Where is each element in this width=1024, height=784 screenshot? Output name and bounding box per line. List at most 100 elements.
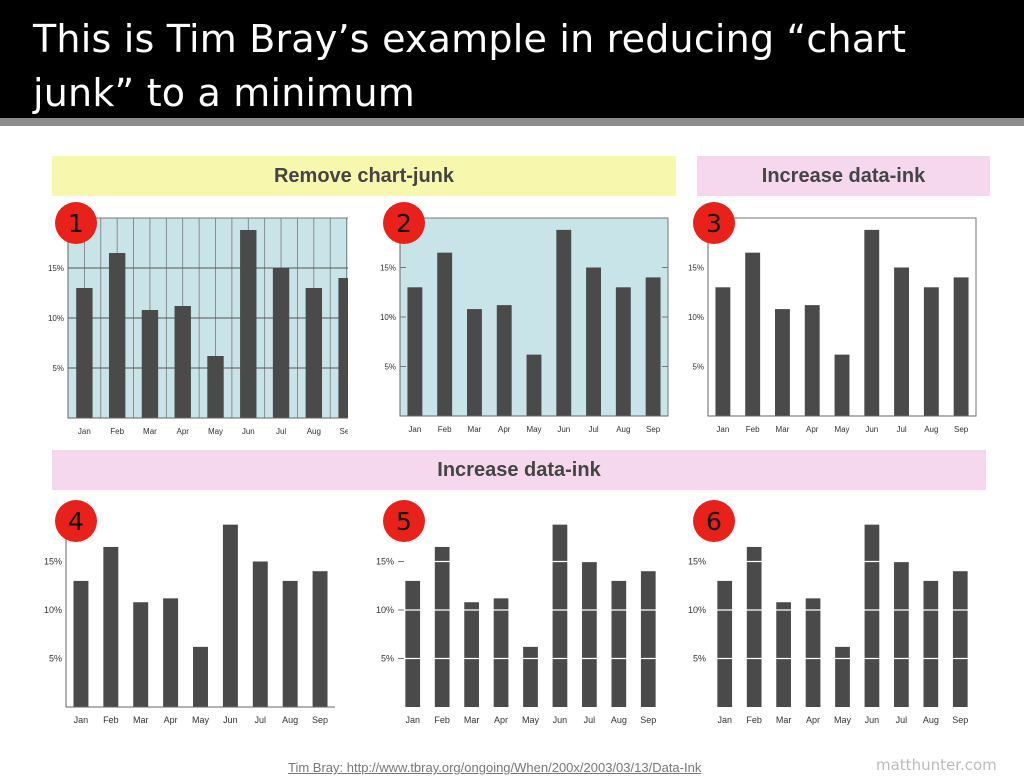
x-tick-label: Mar bbox=[776, 425, 790, 434]
x-tick-label: Jul bbox=[896, 715, 908, 725]
bar-feb bbox=[746, 546, 762, 707]
slide-title-bar: This is Tim Bray’s example in reducing “… bbox=[0, 0, 1024, 118]
bar-sep bbox=[953, 277, 969, 416]
x-tick-label: Apr bbox=[176, 427, 189, 436]
x-tick-label: Jan bbox=[405, 715, 420, 725]
x-tick-label: Mar bbox=[464, 715, 480, 725]
bar-apr bbox=[174, 306, 191, 418]
bar-jun bbox=[556, 229, 572, 416]
bar-feb bbox=[437, 252, 453, 416]
bar-may bbox=[526, 354, 542, 416]
bar-apr bbox=[163, 598, 179, 707]
x-tick-label: Apr bbox=[806, 715, 820, 725]
x-tick-label: Mar bbox=[133, 715, 149, 725]
x-tick-label: Jul bbox=[896, 425, 906, 434]
x-tick-label: Apr bbox=[806, 425, 819, 434]
x-tick-label: Aug bbox=[923, 715, 939, 725]
bar-jan bbox=[76, 288, 93, 418]
bar-jan bbox=[405, 580, 421, 707]
x-tick-label: Mar bbox=[143, 427, 157, 436]
bar-jan bbox=[407, 287, 423, 416]
y-tick-label: 10% bbox=[380, 313, 396, 322]
banner-increase-data-ink-middle: Increase data-ink bbox=[52, 450, 986, 490]
y-tick-label: 5% bbox=[52, 364, 64, 373]
y-tick-label: 10% bbox=[688, 313, 704, 322]
bar-may bbox=[523, 646, 538, 707]
y-tick-label: 10% bbox=[44, 605, 62, 615]
x-tick-label: Jul bbox=[255, 715, 267, 725]
x-tick-label: Feb bbox=[438, 425, 452, 434]
bar-aug bbox=[923, 287, 939, 416]
x-tick-label: Sep bbox=[646, 425, 661, 434]
y-tick-label: 15% bbox=[380, 264, 396, 273]
x-tick-label: Jun bbox=[865, 425, 878, 434]
x-tick-label: May bbox=[834, 715, 852, 725]
x-tick-label: Aug bbox=[307, 427, 321, 436]
bar-aug bbox=[923, 580, 939, 707]
bar-jul bbox=[894, 267, 909, 416]
bar-mar bbox=[141, 310, 159, 418]
x-tick-label: Apr bbox=[494, 715, 508, 725]
x-tick-label: Aug bbox=[282, 715, 298, 725]
y-tick-label: 5% bbox=[692, 363, 704, 372]
bar-jun bbox=[222, 524, 238, 707]
y-tick-label: 10% bbox=[48, 314, 64, 323]
x-tick-label: Jun bbox=[223, 715, 238, 725]
bar-jun bbox=[240, 230, 257, 418]
bar-sep bbox=[952, 571, 968, 707]
banner-increase-data-ink-top: Increase data-ink bbox=[697, 156, 990, 196]
bar-may bbox=[207, 356, 224, 418]
bar-aug bbox=[611, 580, 627, 707]
y-tick-label: 15% bbox=[48, 264, 64, 273]
watermark: matthunter.com bbox=[876, 756, 997, 774]
bar-mar bbox=[464, 602, 479, 707]
step-badge-6: 6 bbox=[693, 500, 735, 542]
x-tick-label: Sep bbox=[312, 715, 328, 725]
bar-mar bbox=[133, 602, 149, 707]
bar-jan bbox=[717, 580, 733, 707]
y-tick-label: 15% bbox=[688, 264, 704, 273]
x-tick-label: Feb bbox=[434, 715, 450, 725]
bar-feb bbox=[108, 253, 126, 418]
bar-mar bbox=[775, 309, 790, 416]
y-tick-label: 10% bbox=[376, 605, 394, 615]
bar-jun bbox=[864, 229, 880, 416]
x-tick-label: Sep bbox=[640, 715, 656, 725]
bar-feb bbox=[103, 546, 119, 707]
y-tick-label: 15% bbox=[44, 557, 62, 567]
x-tick-label: Aug bbox=[924, 425, 938, 434]
x-tick-label: Jan bbox=[78, 427, 91, 436]
x-tick-label: Sep bbox=[954, 425, 969, 434]
bar-feb bbox=[434, 546, 450, 707]
bar-jul bbox=[252, 561, 268, 707]
chart-6: Jan Feb Mar Apr May Jun Jul Aug Sep 5% 10% 15% bbox=[688, 524, 975, 725]
x-tick-label: Sep bbox=[339, 427, 348, 436]
bar-may bbox=[193, 646, 208, 707]
bar-sep bbox=[338, 278, 348, 418]
x-tick-label: Feb bbox=[103, 715, 119, 725]
x-tick-label: Jun bbox=[865, 715, 880, 725]
bar-jan bbox=[715, 287, 731, 416]
x-tick-label: Aug bbox=[616, 425, 630, 434]
x-tick-label: Apr bbox=[164, 715, 178, 725]
bar-jul bbox=[894, 561, 909, 707]
bar-jan bbox=[73, 580, 89, 707]
y-tick-label: 15% bbox=[376, 557, 394, 567]
step-badge-1: 1 bbox=[55, 202, 97, 244]
bar-jul bbox=[586, 267, 601, 416]
step-badge-2: 2 bbox=[383, 202, 425, 244]
y-tick-label: 5% bbox=[49, 654, 62, 664]
x-tick-label: May bbox=[208, 427, 223, 436]
x-tick-label: May bbox=[192, 715, 210, 725]
bar-jul bbox=[582, 561, 597, 707]
x-tick-label: Apr bbox=[498, 425, 511, 434]
bar-apr bbox=[493, 598, 509, 707]
bar-mar bbox=[776, 602, 791, 707]
y-tick-label: 5% bbox=[384, 363, 396, 372]
x-tick-label: Sep bbox=[952, 715, 968, 725]
source-link[interactable]: Tim Bray: http://www.tbray.org/ongoing/W… bbox=[288, 760, 702, 775]
bar-apr bbox=[804, 305, 820, 416]
x-tick-label: May bbox=[526, 425, 541, 434]
x-tick-label: Jul bbox=[276, 427, 286, 436]
bar-jul bbox=[272, 268, 290, 418]
